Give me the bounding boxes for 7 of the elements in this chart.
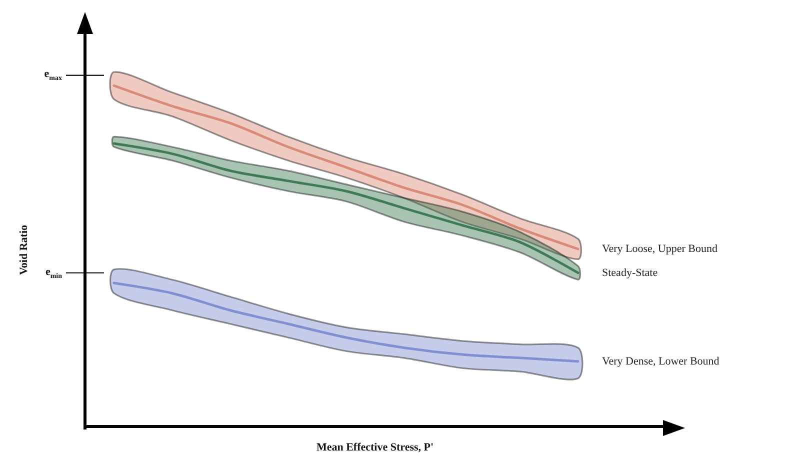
ref-line-label: e$_{max}$ bbox=[44, 68, 62, 82]
text: Very Loose, Upper Bound bbox=[602, 243, 718, 255]
y-axis-title: Void Ratio bbox=[18, 224, 30, 276]
x-axis-title: Mean Effective Stress, P' bbox=[316, 442, 434, 454]
text: Steady-State bbox=[602, 266, 658, 279]
ref-line-label: e$_{min}$ bbox=[45, 266, 62, 280]
text: Very Dense, Lower Bound bbox=[602, 355, 720, 368]
